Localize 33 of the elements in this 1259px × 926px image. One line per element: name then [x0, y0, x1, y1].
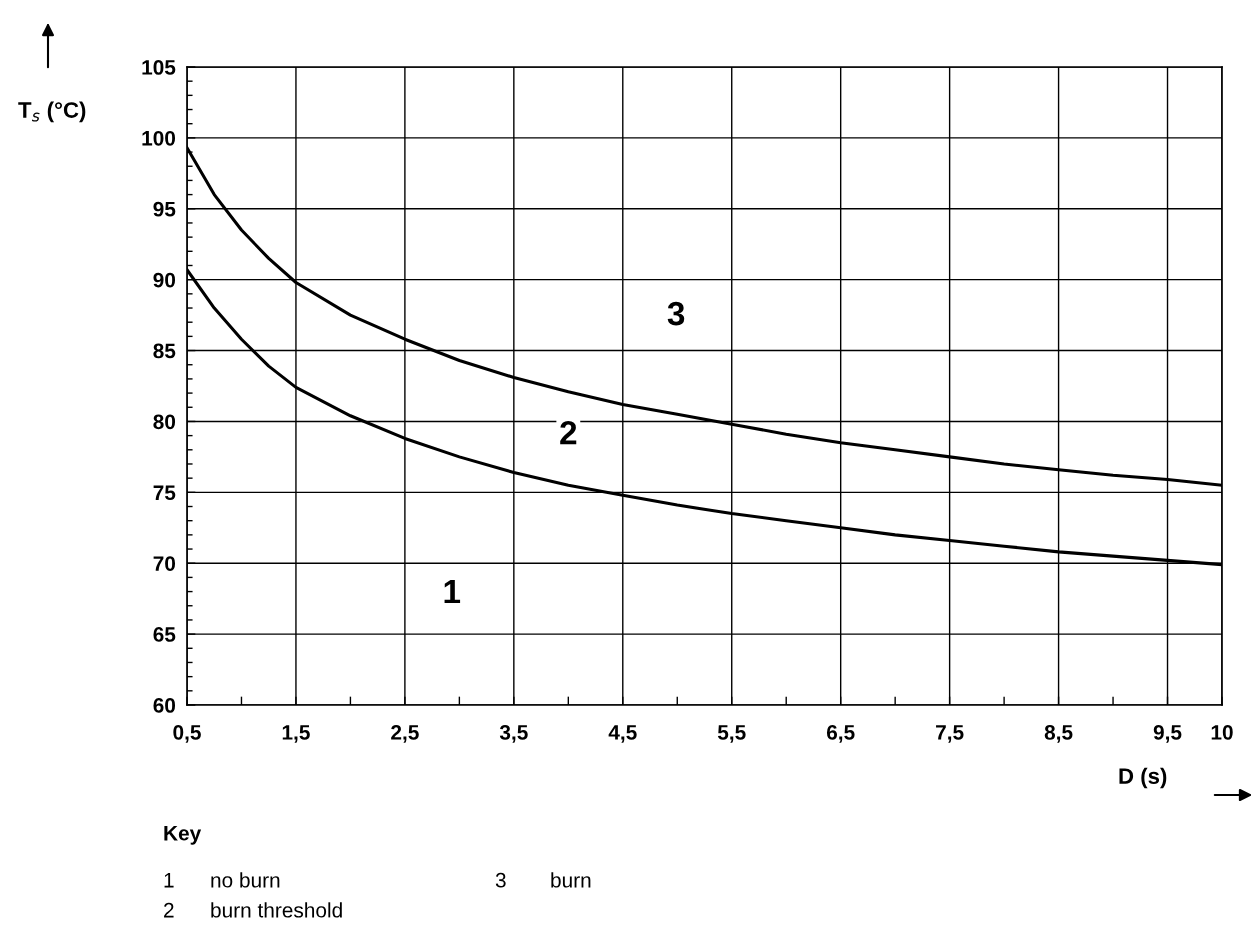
text: Key: [164, 826, 202, 845]
x-tick-label: 3,5: [499, 724, 528, 743]
y-tick-label: 75: [153, 485, 176, 501]
y-tick-label: 80: [153, 414, 176, 430]
x-tick-label: 1,5: [282, 725, 310, 743]
x-tick-label: 10: [1211, 724, 1233, 740]
y-tick-label: 70: [153, 556, 176, 571]
annotation: 2: [560, 420, 577, 445]
y-tick-label: 100: [142, 130, 176, 146]
y-tick-label: 85: [153, 343, 176, 359]
x-tick-label: 5,5: [717, 725, 746, 743]
y-tick-label: 95: [153, 201, 176, 217]
text: 1: [164, 873, 174, 888]
text: burn: [551, 872, 591, 888]
y-axis-title: T$_{s}$ (°C): [18, 101, 86, 123]
y-tick-label: 90: [153, 272, 176, 288]
x-tick-label: 6,5: [826, 724, 855, 743]
y-tick-label: 60: [153, 698, 176, 713]
y-tick-label: 105: [142, 60, 176, 75]
x-axis-title: D (s): [1119, 767, 1167, 789]
x-tick-label: 7,5: [936, 725, 964, 743]
text: burn threshold: [211, 902, 342, 918]
x-tick-label: 4,5: [608, 725, 637, 743]
x-tick-label: 9,5: [1153, 724, 1182, 743]
text: 2: [164, 902, 174, 918]
text: no burn: [211, 872, 280, 888]
y-tick-label: 65: [153, 627, 176, 642]
annotation: 3: [667, 301, 685, 326]
x-tick-label: 8,5: [1044, 724, 1073, 743]
x-tick-label: 0,5: [173, 724, 201, 743]
annotation: 1: [444, 580, 461, 604]
x-tick-label: 2,5: [391, 724, 419, 743]
text: 3: [495, 872, 506, 888]
